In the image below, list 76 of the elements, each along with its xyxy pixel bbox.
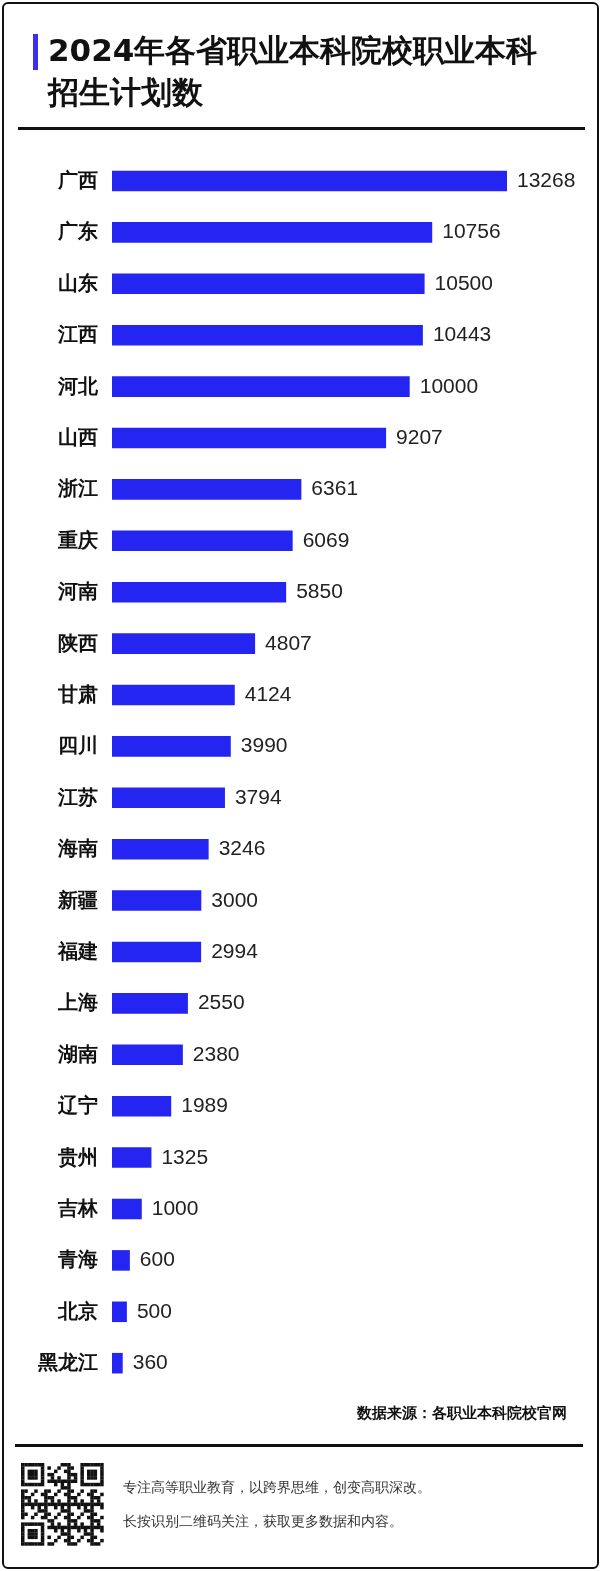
y-tick-label: 广东 — [56, 219, 98, 244]
data-label: 3246 — [218, 836, 266, 860]
bar — [112, 633, 256, 654]
data-label: 2380 — [192, 1041, 240, 1065]
data-label: 1989 — [181, 1093, 228, 1117]
bar — [112, 1352, 123, 1374]
data-label: 9207 — [396, 425, 443, 448]
source-note: 数据来源：各职业本科院校官网 — [357, 1404, 567, 1423]
y-tick-label: 甘肃 — [56, 682, 98, 706]
data-label: 3794 — [234, 784, 282, 808]
y-tick-label: 浙江 — [56, 476, 98, 501]
y-tick-label: 重庆 — [56, 527, 98, 552]
y-tick-label: 河北 — [56, 373, 99, 398]
bar — [112, 890, 202, 911]
bar — [112, 993, 188, 1014]
data-label: 2550 — [197, 990, 245, 1014]
y-tick-label: 广西 — [56, 168, 98, 192]
bar — [112, 427, 387, 449]
data-label: 3000 — [211, 887, 258, 911]
data-label: 1325 — [161, 1144, 209, 1168]
y-tick-label: 陕西 — [57, 630, 98, 655]
bar — [112, 1198, 142, 1220]
data-label: 6069 — [302, 527, 350, 551]
y-tick-label: 江苏 — [56, 784, 98, 809]
chart-title: 2024年各省职业本科院校职业本科招生计划数 — [48, 31, 539, 112]
bar — [112, 222, 433, 243]
bar — [112, 581, 287, 603]
y-tick-label: 四川 — [57, 733, 98, 758]
y-tick-label: 海南 — [56, 836, 98, 861]
y-tick-label: 上海 — [56, 990, 98, 1015]
y-tick-label: 河南 — [56, 579, 98, 604]
y-tick-label: 贵州 — [56, 1144, 98, 1169]
bar — [112, 530, 293, 552]
data-label: 1000 — [151, 1195, 199, 1219]
bar — [112, 324, 423, 346]
text: 长按识别二维码关注，获取更多数据和内容。 — [123, 1512, 403, 1531]
bar — [112, 273, 425, 295]
bar — [112, 838, 209, 860]
data-label: 3990 — [240, 733, 288, 757]
data-label: 13268 — [517, 168, 576, 191]
data-label: 6361 — [311, 476, 359, 500]
y-tick-label: 山东 — [57, 270, 98, 295]
y-tick-label: 北京 — [56, 1298, 98, 1323]
data-label: 4807 — [265, 630, 312, 654]
y-tick-label: 青海 — [56, 1247, 98, 1272]
y-tick-label: 湖南 — [56, 1041, 98, 1066]
y-tick-label: 江西 — [56, 322, 98, 347]
bar — [112, 736, 231, 757]
bar — [112, 787, 225, 809]
data-label: 500 — [136, 1298, 172, 1322]
data-label: 10000 — [419, 373, 479, 397]
bar — [112, 170, 507, 192]
y-tick-label: 黑龙江 — [36, 1350, 98, 1375]
data-label: 2994 — [211, 938, 259, 962]
y-tick-label: 新疆 — [56, 887, 98, 912]
y-tick-label: 吉林 — [56, 1195, 99, 1220]
bar — [112, 941, 202, 963]
bar — [112, 684, 235, 706]
bar — [112, 1095, 172, 1117]
data-label: 10756 — [442, 219, 501, 243]
bar — [112, 1044, 183, 1066]
bar — [112, 1250, 130, 1271]
data-label: 360 — [132, 1350, 168, 1374]
data-label: 5850 — [296, 579, 343, 603]
bar — [112, 1147, 152, 1168]
y-tick-label: 山西 — [57, 425, 98, 449]
data-label: 10500 — [434, 270, 493, 294]
bar — [112, 1301, 127, 1323]
bar — [112, 376, 410, 397]
bar — [112, 479, 302, 500]
data-label: 4124 — [244, 682, 292, 705]
y-tick-label: 辽宁 — [56, 1093, 98, 1118]
data-label: 600 — [139, 1247, 175, 1271]
y-tick-label: 福建 — [56, 938, 98, 963]
data-label: 10443 — [432, 322, 492, 346]
text: 专注高等职业教育，以跨界思维，创变高职深改。 — [123, 1478, 431, 1497]
